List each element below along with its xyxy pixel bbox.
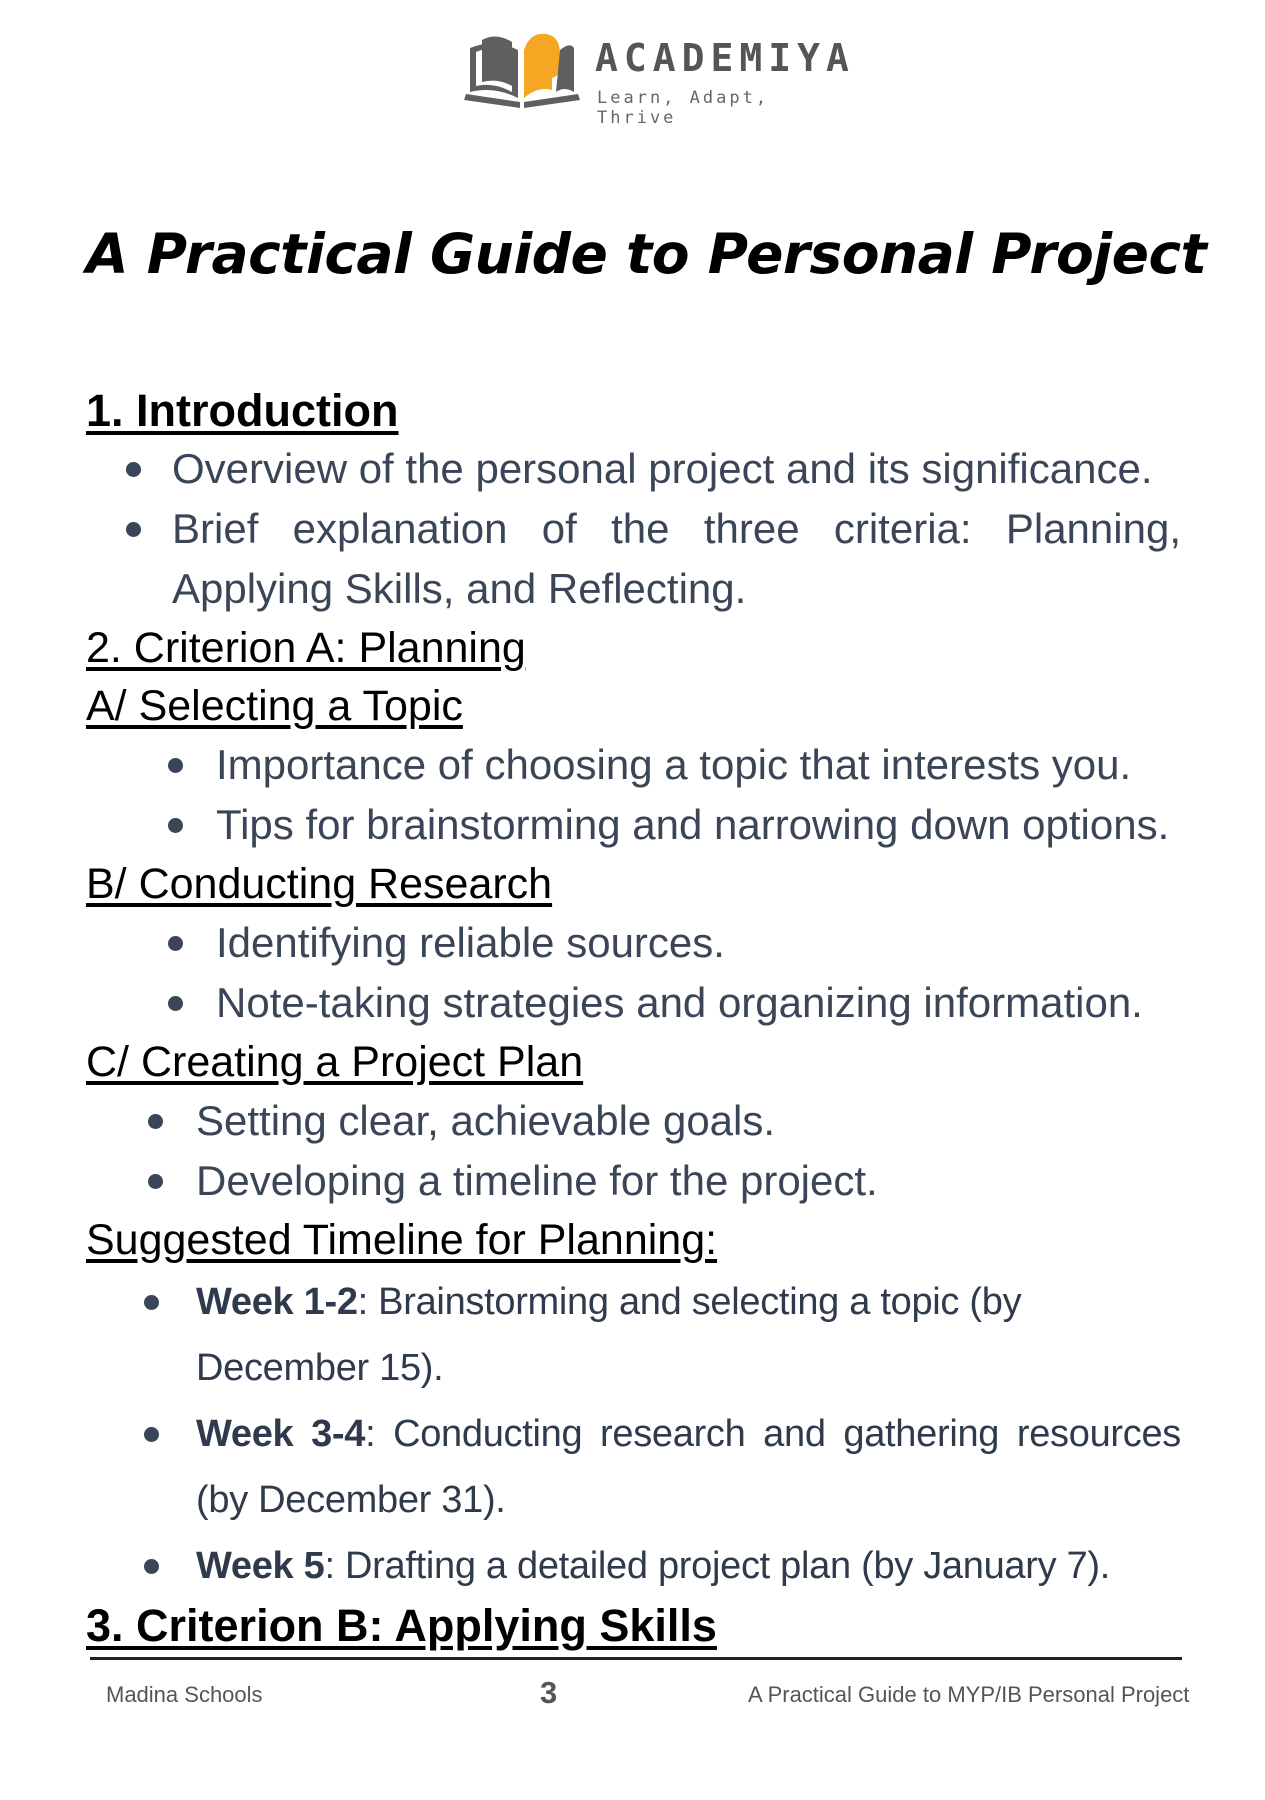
logo-name: ACADEMIYA: [595, 36, 855, 80]
timeline-text: : Brainstorming and selecting a topic (b…: [196, 1281, 1022, 1389]
timeline-item: Week 3-4: Conducting research and gather…: [86, 1401, 1181, 1533]
page-number: 3: [540, 1675, 558, 1710]
timeline-item: Week 5: Drafting a detailed project plan…: [86, 1533, 1181, 1599]
section-heading-criterion-a: 2. Criterion A: Planning: [86, 624, 526, 672]
footer-document-title: A Practical Guide to MYP/IB Personal Pro…: [748, 1682, 1190, 1707]
list-item: Developing a timeline for the project.: [86, 1151, 1181, 1211]
list-item: Identifying reliable sources.: [86, 913, 1181, 973]
introduction-list: Overview of the personal project and its…: [86, 439, 1181, 619]
conducting-research-list: Identifying reliable sources. Note-takin…: [86, 913, 1181, 1033]
timeline-text: : Drafting a detailed project plan (by J…: [324, 1545, 1111, 1587]
footer-divider: [90, 1657, 1182, 1660]
academiya-logo: ACADEMIYA Learn, Adapt, Thrive: [460, 28, 849, 128]
logo-tagline: Learn, Adapt, Thrive: [597, 88, 770, 128]
open-book-with-head-silhouette-icon: [464, 33, 580, 108]
document-title: A Practical Guide to Personal Project: [86, 222, 1207, 286]
section-heading-introduction: 1. Introduction: [86, 385, 399, 436]
timeline-item: Week 1-2: Brainstorming and selecting a …: [86, 1269, 1181, 1401]
timeline-list: Week 1-2: Brainstorming and selecting a …: [86, 1269, 1181, 1599]
timeline-week: Week 5: [196, 1545, 325, 1587]
subheading-conducting-research: B/ Conducting Research: [86, 860, 553, 908]
list-item: Note-taking strategies and organizing in…: [86, 973, 1181, 1033]
list-item: Tips for brainstorming and narrowing dow…: [86, 795, 1181, 855]
list-item: Brief explanation of the three criteria:…: [86, 499, 1181, 619]
project-plan-list: Setting clear, achievable goals. Develop…: [86, 1091, 1181, 1211]
subheading-project-plan: C/ Creating a Project Plan: [86, 1038, 584, 1086]
timeline-text: : Conducting research and gathering reso…: [196, 1413, 1181, 1521]
subheading-selecting-topic: A/ Selecting a Topic: [86, 682, 463, 730]
selecting-topic-list: Importance of choosing a topic that inte…: [86, 735, 1181, 855]
list-item: Importance of choosing a topic that inte…: [86, 735, 1181, 795]
footer-school-name: Madina Schools: [106, 1682, 263, 1707]
timeline-week: Week 3-4: [196, 1413, 366, 1455]
document-body: 1. Introduction Overview of the personal…: [86, 383, 1181, 1653]
list-item: Overview of the personal project and its…: [86, 439, 1181, 499]
list-item: Setting clear, achievable goals.: [86, 1091, 1181, 1151]
section-heading-criterion-b: 3. Criterion B: Applying Skills: [86, 1600, 717, 1651]
subheading-suggested-timeline: Suggested Timeline for Planning:: [86, 1216, 718, 1264]
timeline-week: Week 1-2: [196, 1281, 358, 1323]
